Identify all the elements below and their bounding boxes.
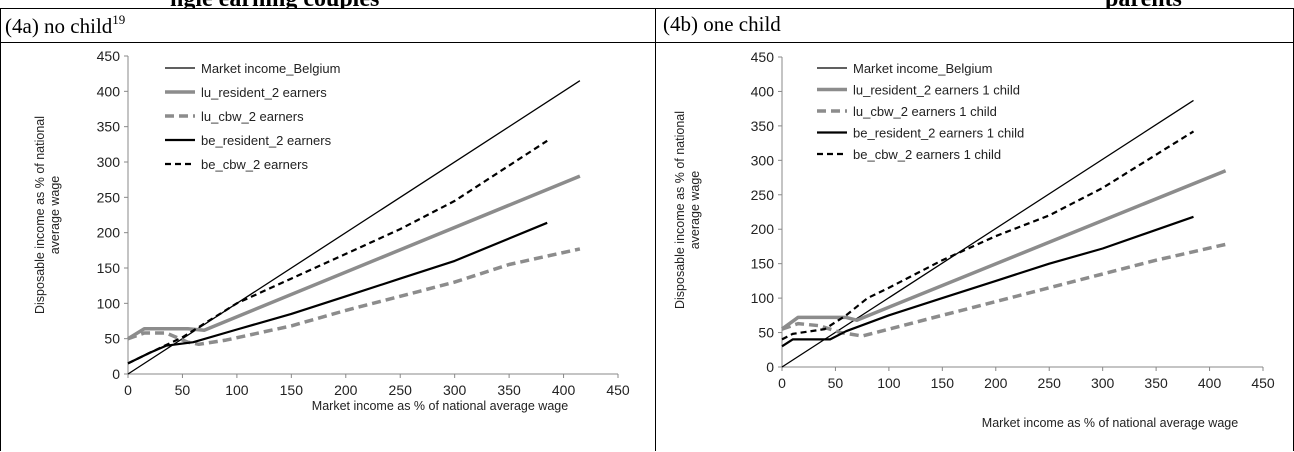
y-tick-label: 200 xyxy=(97,225,121,241)
y-tick-label: 0 xyxy=(112,366,120,382)
x-tick-label: 400 xyxy=(1198,375,1222,391)
legend-entry: lu_resident_2 earners xyxy=(201,85,327,100)
footnote-ref: 19 xyxy=(112,12,126,27)
y-tick-label: 250 xyxy=(97,189,121,205)
x-tick-label: 150 xyxy=(931,375,955,391)
y-tick-label: 450 xyxy=(97,48,121,64)
legend-entry: lu_cbw_2 earners 1 child xyxy=(853,104,997,119)
x-tick-label: 250 xyxy=(1038,375,1062,391)
y-tick-label: 200 xyxy=(751,221,775,237)
x-axis-label: Market income as % of national average w… xyxy=(982,416,1238,430)
x-tick-label: 150 xyxy=(280,382,304,398)
table-header-rule xyxy=(0,42,1294,43)
y-axis-label: average wage xyxy=(688,171,702,250)
legend-entry: lu_cbw_2 earners xyxy=(201,109,304,124)
y-tick-label: 250 xyxy=(751,187,775,203)
legend-entry: be_cbw_2 earners 1 child xyxy=(853,147,1001,162)
y-tick-label: 150 xyxy=(97,260,121,276)
series-line xyxy=(781,215,1194,348)
x-axis-label: Market income as % of national average w… xyxy=(312,399,568,413)
figure-table xyxy=(0,8,1294,452)
y-tick-label: 400 xyxy=(97,83,121,99)
y-tick-label: 450 xyxy=(751,49,775,65)
series-line xyxy=(127,247,581,347)
series-line xyxy=(781,242,1226,338)
series-line xyxy=(127,139,548,365)
y-tick-label: 100 xyxy=(97,295,121,311)
table-left-border xyxy=(0,8,1,451)
panel-label-4a: (4a) no child19 xyxy=(5,12,125,39)
table-divider xyxy=(655,8,656,451)
chart-4a: 0 50 100 150 200 250 300 350 400 450 0 50 100 150 200 2… xyxy=(33,48,630,413)
x-tick-label: 0 xyxy=(778,375,786,391)
x-tick-label: 0 xyxy=(124,382,132,398)
heading-fragment-2: parents xyxy=(1105,0,1182,8)
x-tick-label: 50 xyxy=(828,375,844,391)
x-tick-label: 200 xyxy=(334,382,358,398)
y-tick-label: 350 xyxy=(97,119,121,135)
x-tick-label: 450 xyxy=(606,382,630,398)
y-tick-label: 50 xyxy=(758,325,774,341)
figure-heading-cut: ngle earning couples parents xyxy=(0,0,1294,8)
x-tick-label: 200 xyxy=(984,375,1008,391)
x-tick-label: 250 xyxy=(389,382,413,398)
y-tick-label: 300 xyxy=(751,152,775,168)
series-line xyxy=(781,99,1194,368)
panel-4b-text: (4b) one child xyxy=(663,12,781,36)
legend-entry: Market income_Belgium xyxy=(853,61,992,76)
legend-entry: be_resident_2 earners 1 child xyxy=(853,126,1024,141)
y-axis-label: Disposable income as % of national xyxy=(673,111,687,309)
series-line xyxy=(781,130,1195,341)
legend-entry: be_cbw_2 earners xyxy=(201,157,308,172)
x-tick-label: 300 xyxy=(443,382,467,398)
y-tick-label: 300 xyxy=(97,154,121,170)
legend-entry: be_resident_2 earners xyxy=(201,133,332,148)
y-tick-label: 150 xyxy=(751,256,775,272)
x-tick-label: 450 xyxy=(1251,375,1275,391)
x-tick-label: 350 xyxy=(1144,375,1168,391)
x-tick-label: 50 xyxy=(175,382,191,398)
y-axis-label: Disposable income as % of national xyxy=(33,116,47,314)
legend-entry: lu_resident_2 earners 1 child xyxy=(853,83,1020,98)
x-tick-label: 300 xyxy=(1091,375,1115,391)
y-axis-label: average wage xyxy=(48,176,62,255)
panel-label-4b: (4b) one child xyxy=(663,12,781,37)
legend-entry: Market income_Belgium xyxy=(201,61,340,76)
y-tick-label: 350 xyxy=(751,118,775,134)
y-tick-label: 400 xyxy=(751,83,775,99)
x-tick-label: 350 xyxy=(497,382,521,398)
panel-4a-text: (4a) no child xyxy=(5,14,113,38)
heading-fragment-1: ngle earning couples xyxy=(170,0,379,8)
x-tick-label: 100 xyxy=(877,375,901,391)
y-tick-label: 0 xyxy=(766,359,774,375)
y-tick-label: 100 xyxy=(751,290,775,306)
series-line xyxy=(127,174,581,341)
x-tick-label: 400 xyxy=(552,382,576,398)
x-tick-label: 100 xyxy=(225,382,249,398)
y-tick-label: 50 xyxy=(104,331,120,347)
series-line xyxy=(780,169,1227,331)
